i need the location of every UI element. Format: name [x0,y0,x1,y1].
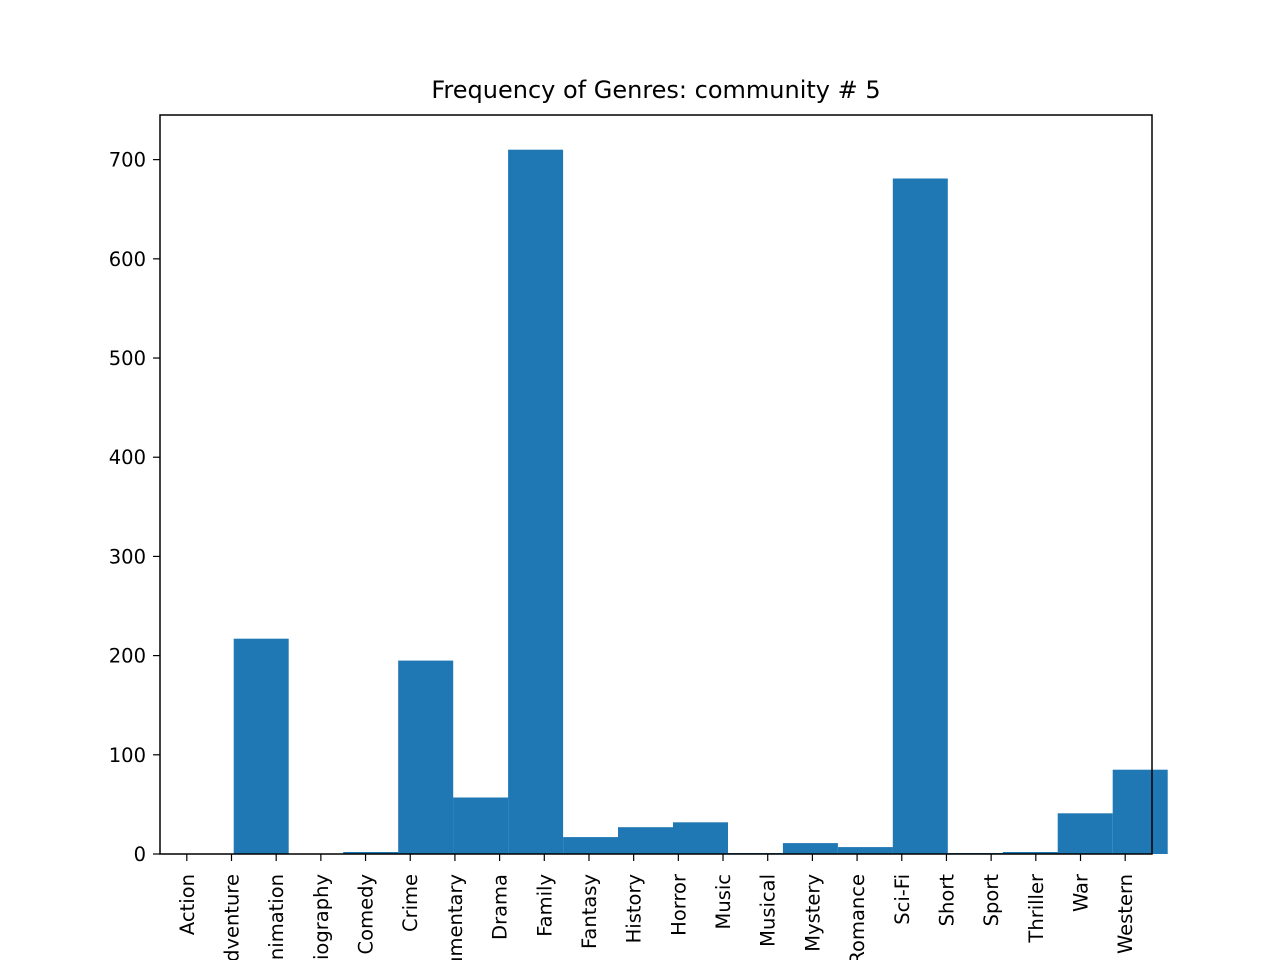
bar-17 [1112,769,1168,854]
bar-13 [892,178,948,854]
chart-title: Frequency of Genres: community # 5 [431,76,880,104]
x-tick-label-20: War [1070,873,1093,912]
x-tick-label-17: Short [935,874,958,927]
x-tick-label-2: Animation [265,874,288,960]
x-tick-label-3: Biography [310,874,333,960]
y-tick-label-6: 600 [109,248,146,271]
bar-3 [343,852,399,854]
x-tick-label-13: Musical [757,874,780,947]
bar-4 [398,660,454,854]
x-tick-label-5: Crime [399,874,422,932]
y-tick-label-4: 400 [109,446,146,469]
x-tick-label-16: Sci-Fi [891,874,914,925]
x-tick-label-14: Mystery [801,874,824,952]
bar-12 [837,847,893,854]
x-tick-label-0: Action [176,874,199,935]
bar-8 [618,827,673,854]
bar-1 [233,638,289,854]
x-tick-label-9: Fantasy [578,874,601,949]
x-tick-label-18: Sport [980,874,1003,927]
x-tick-label-7: Drama [489,874,512,940]
y-tick-label-0: 0 [134,843,146,866]
x-tick-label-11: Horror [667,873,690,936]
x-tick-label-10: History [623,874,646,943]
x-tick-label-21: Western [1114,874,1137,954]
x-tick-label-15: Romance [846,874,869,960]
x-tick-label-1: Adventure [220,874,243,960]
bar-7 [563,837,619,854]
y-tick-label-3: 300 [109,545,146,568]
plot-frame [159,114,1153,855]
y-tick-label-1: 100 [109,744,146,767]
y-tick-label-7: 700 [109,149,146,172]
bar-16 [1057,813,1113,854]
x-tick-label-12: Music [712,874,735,929]
y-tick-label-2: 200 [109,645,146,668]
y-tick-label-5: 500 [109,347,146,370]
y-axis: 0 100 200 300 400 500 600 700 [109,149,160,866]
x-tick-label-8: Family [533,874,556,937]
x-tick-label-19: Thriller [1025,873,1048,944]
x-tick-label-4: Comedy [355,874,378,954]
x-axis: Action Adventure Animation Biography Comedy C… [176,854,1137,960]
bars [233,149,1168,854]
x-tick-label-6: Documentary [444,874,467,960]
bar-5 [453,797,509,854]
bar-15 [1002,852,1058,854]
bar-6 [508,149,564,854]
bar-11 [782,843,838,854]
bar-9 [673,822,728,854]
